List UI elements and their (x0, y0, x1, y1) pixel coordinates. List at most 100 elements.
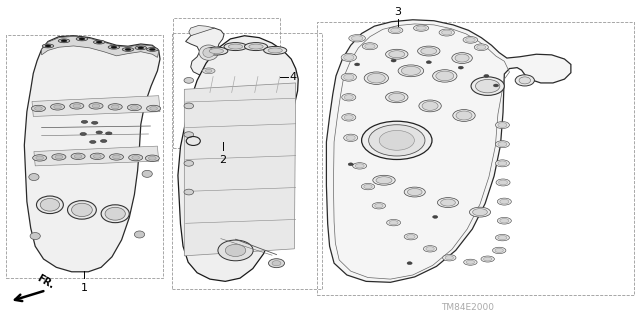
Ellipse shape (249, 44, 263, 49)
Ellipse shape (419, 100, 442, 112)
Ellipse shape (101, 205, 129, 223)
Ellipse shape (76, 37, 88, 41)
Ellipse shape (493, 84, 499, 87)
Ellipse shape (45, 45, 51, 47)
Ellipse shape (71, 153, 85, 160)
Text: 1: 1 (81, 283, 88, 293)
Ellipse shape (224, 43, 247, 51)
Ellipse shape (36, 156, 44, 160)
Ellipse shape (456, 111, 472, 120)
Ellipse shape (349, 34, 365, 42)
Ellipse shape (498, 122, 507, 128)
Ellipse shape (341, 54, 356, 62)
Ellipse shape (228, 44, 243, 49)
Ellipse shape (398, 65, 424, 77)
Ellipse shape (407, 262, 412, 265)
Ellipse shape (150, 107, 157, 110)
Ellipse shape (351, 36, 363, 41)
Ellipse shape (111, 105, 119, 109)
Ellipse shape (442, 30, 452, 35)
Ellipse shape (372, 203, 385, 209)
Ellipse shape (96, 131, 102, 134)
Ellipse shape (93, 154, 101, 158)
Ellipse shape (362, 43, 378, 50)
Ellipse shape (344, 115, 353, 120)
Ellipse shape (108, 104, 122, 110)
Ellipse shape (42, 44, 54, 48)
Ellipse shape (109, 154, 124, 160)
Ellipse shape (244, 43, 268, 51)
Ellipse shape (401, 66, 420, 75)
Text: 2: 2 (219, 155, 227, 165)
Ellipse shape (500, 219, 509, 223)
Ellipse shape (484, 257, 492, 261)
Ellipse shape (54, 105, 61, 109)
Ellipse shape (268, 48, 282, 53)
Ellipse shape (439, 29, 454, 36)
Ellipse shape (108, 45, 120, 49)
Ellipse shape (408, 189, 422, 196)
Ellipse shape (40, 198, 60, 211)
Ellipse shape (79, 38, 85, 40)
Ellipse shape (426, 61, 431, 63)
Ellipse shape (100, 140, 107, 142)
Ellipse shape (148, 156, 156, 160)
Ellipse shape (376, 177, 392, 184)
Ellipse shape (113, 155, 120, 159)
Polygon shape (326, 20, 571, 282)
Ellipse shape (477, 45, 486, 49)
Ellipse shape (68, 201, 96, 219)
Ellipse shape (436, 71, 454, 81)
Ellipse shape (344, 95, 353, 100)
Ellipse shape (471, 77, 504, 95)
Ellipse shape (463, 37, 477, 43)
Ellipse shape (51, 104, 65, 110)
Ellipse shape (147, 48, 158, 51)
Ellipse shape (515, 75, 534, 86)
Text: 3: 3 (395, 7, 401, 17)
Ellipse shape (364, 72, 388, 84)
Ellipse shape (407, 235, 415, 239)
Ellipse shape (92, 122, 98, 124)
Ellipse shape (205, 47, 228, 55)
Polygon shape (42, 36, 159, 57)
Ellipse shape (344, 55, 354, 60)
Ellipse shape (499, 180, 508, 185)
Ellipse shape (29, 174, 39, 181)
Ellipse shape (355, 63, 360, 66)
Ellipse shape (184, 132, 193, 137)
Ellipse shape (122, 48, 134, 51)
Bar (172, 33, 322, 289)
Ellipse shape (493, 247, 506, 254)
Ellipse shape (61, 40, 67, 42)
Ellipse shape (438, 197, 458, 208)
Ellipse shape (80, 133, 86, 136)
Ellipse shape (466, 260, 475, 264)
Ellipse shape (389, 51, 405, 58)
Bar (6, 35, 163, 278)
Ellipse shape (496, 179, 510, 186)
Ellipse shape (443, 255, 456, 261)
Ellipse shape (129, 154, 143, 161)
Ellipse shape (97, 41, 102, 43)
Ellipse shape (184, 78, 193, 83)
Ellipse shape (134, 231, 145, 238)
Ellipse shape (74, 154, 82, 158)
Ellipse shape (92, 104, 100, 108)
Ellipse shape (31, 105, 45, 112)
Ellipse shape (497, 198, 511, 205)
Ellipse shape (421, 48, 437, 55)
Ellipse shape (495, 160, 509, 167)
Ellipse shape (184, 103, 193, 109)
Polygon shape (34, 146, 159, 166)
Ellipse shape (387, 219, 401, 226)
Ellipse shape (375, 204, 383, 208)
Ellipse shape (106, 132, 112, 135)
Ellipse shape (385, 92, 408, 103)
Polygon shape (186, 28, 227, 76)
Ellipse shape (440, 199, 456, 206)
Polygon shape (184, 83, 296, 256)
Ellipse shape (346, 135, 355, 140)
Ellipse shape (36, 196, 63, 214)
Ellipse shape (404, 234, 418, 240)
